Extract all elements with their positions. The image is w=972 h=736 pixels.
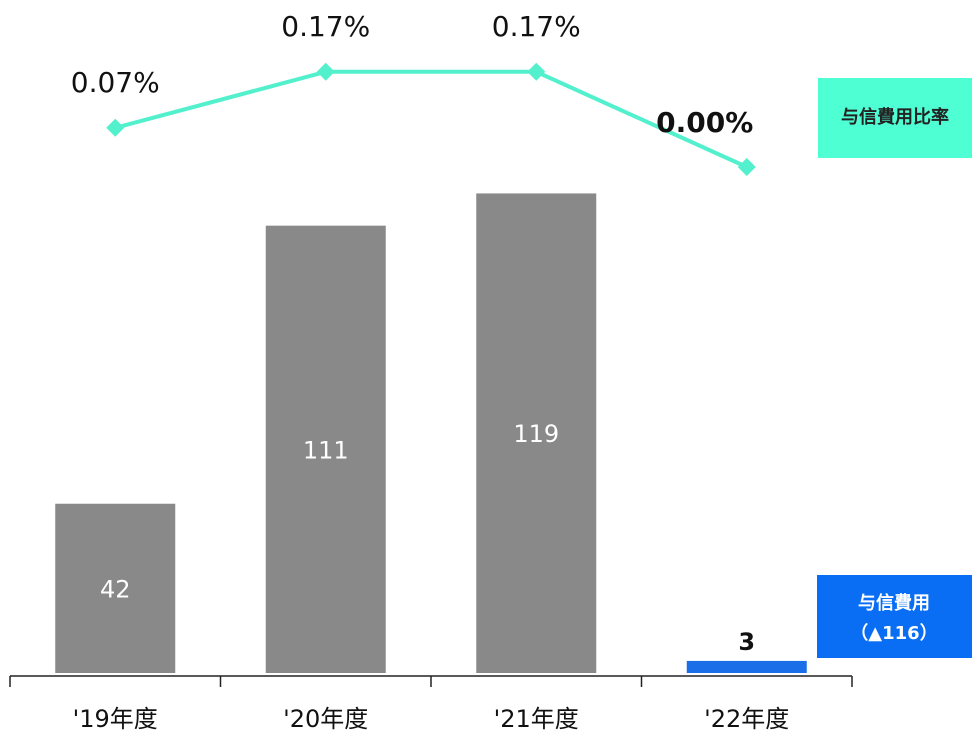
bar-value-label: 3 <box>738 628 755 656</box>
legend-label: 与信費用比率 <box>841 106 949 128</box>
x-tick-label: '21年度 <box>494 705 579 733</box>
legend-box-cost <box>817 575 972 658</box>
line <box>114 69 748 169</box>
bar <box>55 503 176 673</box>
legend-box-ratio <box>818 78 972 158</box>
line-marker <box>106 118 125 137</box>
annotation: （▲116） <box>850 623 937 644</box>
line-value-label: 0.17% <box>492 10 581 43</box>
bar <box>265 225 386 674</box>
bar-value-label: 42 <box>100 575 131 603</box>
line-value-label: 0.00% <box>656 106 753 139</box>
line-value-label: 0.07% <box>71 66 160 99</box>
line-marker <box>316 62 335 81</box>
line-marker <box>527 62 546 81</box>
bar-value-label: 119 <box>513 420 559 448</box>
bar <box>476 193 597 673</box>
x-tick-label: '22年度 <box>704 705 789 733</box>
bar <box>686 660 807 673</box>
bar-value-label: 111 <box>303 436 349 464</box>
line-value-label: 0.17% <box>281 10 370 43</box>
legend-label: 与信費用 <box>858 592 930 614</box>
x-tick-label: '20年度 <box>283 705 368 733</box>
x-tick-label: '19年度 <box>73 705 158 733</box>
line-marker <box>737 158 756 176</box>
